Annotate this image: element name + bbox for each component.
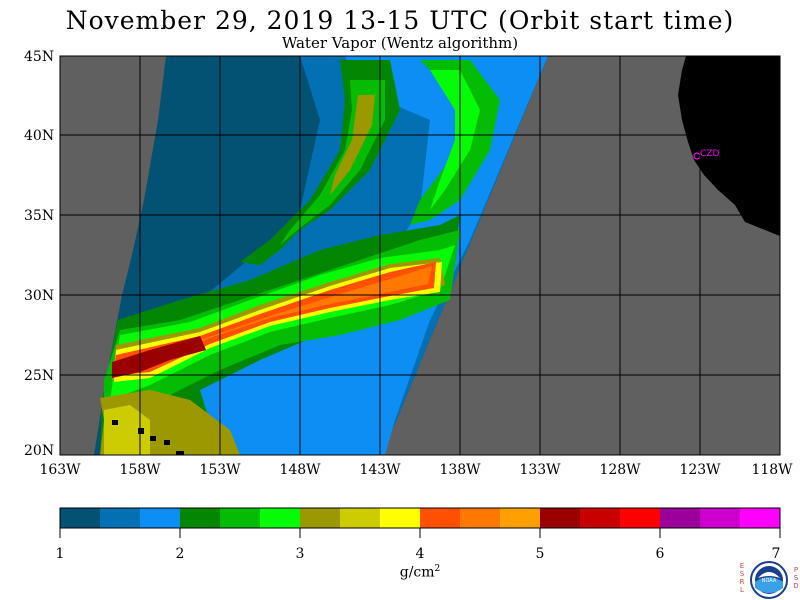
- band-core-dark-red: [112, 336, 206, 378]
- southwest-yellowish: [104, 405, 150, 455]
- lat-label-40n: 40N: [24, 128, 55, 144]
- colorbar-swatch-16: [700, 508, 741, 528]
- colorbar-swatch-13: [580, 508, 621, 528]
- colorbar-swatch-17: [740, 508, 781, 528]
- lat-label-20n: 20N: [24, 443, 55, 459]
- lon-label-123w: 123W: [679, 462, 721, 478]
- lon-label-153w: 153W: [199, 462, 241, 478]
- colorbar: [60, 508, 781, 528]
- lon-label-148w: 148W: [279, 462, 321, 478]
- colorbar-swatch-12: [540, 508, 581, 528]
- colorbar-swatch-1: [100, 508, 141, 528]
- lon-label-138w: 138W: [439, 462, 481, 478]
- units-exponent: 2: [434, 564, 441, 574]
- colorbar-swatch-2: [140, 508, 181, 528]
- logo-noaa-text: NOAA: [762, 578, 777, 584]
- colorbar-swatch-9: [420, 508, 461, 528]
- colorbar-label-5: 5: [535, 546, 545, 562]
- colorbar-label-1: 1: [55, 546, 65, 562]
- map-title: November 29, 2019 13-15 UTC (Orbit start…: [65, 6, 735, 35]
- lat-label-35n: 35N: [24, 208, 55, 224]
- lat-label-25n: 25N: [24, 368, 55, 384]
- north-america-landmass: [678, 56, 780, 236]
- lon-label-163w: 163W: [39, 462, 81, 478]
- logo-esrl-letters: E S R L: [739, 562, 745, 594]
- colorbar-swatch-7: [340, 508, 381, 528]
- colorbar-swatch-11: [500, 508, 541, 528]
- band-orange: [116, 266, 432, 372]
- colorbar-label-2: 2: [175, 546, 185, 562]
- map-subtitle: Water Vapor (Wentz algorithm): [281, 34, 519, 52]
- swath-data: [94, 56, 548, 455]
- hawaiian-islands: [112, 420, 184, 455]
- colorbar-frame: [59, 507, 781, 529]
- grid-lines: [60, 56, 780, 455]
- colorbar-swatch-8: [380, 508, 421, 528]
- units-base: g/cm: [399, 564, 435, 581]
- lon-label-128w: 128W: [599, 462, 641, 478]
- colorbar-swatch-6: [300, 508, 341, 528]
- colorbar-swatch-0: [60, 508, 101, 528]
- lat-label-30n: 30N: [24, 288, 55, 304]
- colorbar-swatch-5: [260, 508, 301, 528]
- north-plume-yellowish: [330, 95, 375, 195]
- lon-label-143w: 143W: [359, 462, 401, 478]
- logo-psd-letters: P S D: [793, 566, 799, 590]
- lon-label-158w: 158W: [119, 462, 161, 478]
- station-label: CZD: [700, 149, 719, 159]
- colorbar-label-7: 7: [771, 546, 781, 562]
- lat-label-45n: 45N: [24, 49, 55, 65]
- noaa-logo-icon: NOAA: [750, 561, 788, 599]
- map-frame: [59, 55, 781, 456]
- colorbar-swatch-4: [220, 508, 261, 528]
- lon-label-118w: 118W: [751, 462, 793, 478]
- colorbar-label-4: 4: [415, 546, 425, 562]
- east-plume-bright-green: [430, 70, 480, 210]
- colorbar-swatch-15: [660, 508, 701, 528]
- colorbar-swatch-14: [620, 508, 661, 528]
- colorbar-swatch-3: [180, 508, 221, 528]
- colorbar-swatch-10: [460, 508, 501, 528]
- colorbar-label-3: 3: [295, 546, 305, 562]
- lon-label-133w: 133W: [519, 462, 561, 478]
- colorbar-ticks: [59, 528, 781, 538]
- colorbar-units: g/cm2: [380, 564, 460, 581]
- colorbar-label-6: 6: [655, 546, 665, 562]
